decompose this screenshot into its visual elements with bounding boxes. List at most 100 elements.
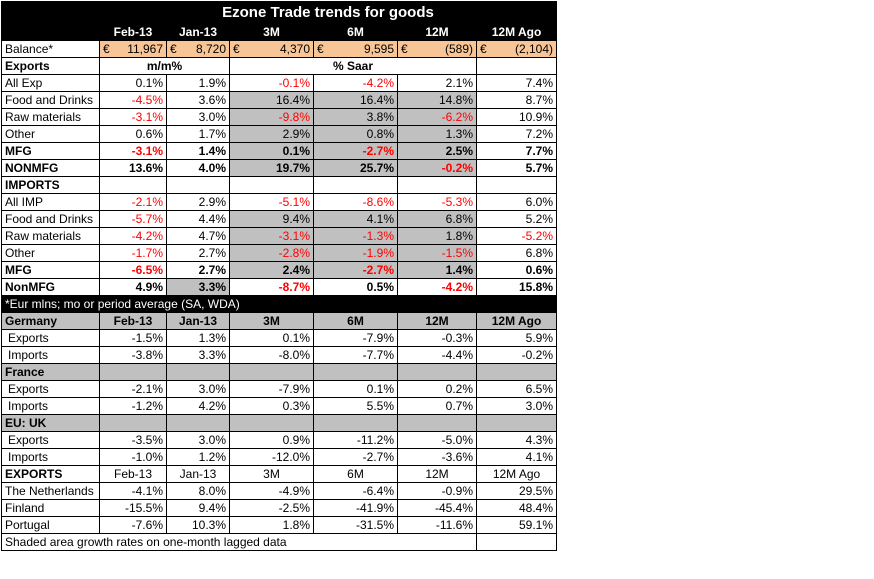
blank-cell [397, 176, 477, 194]
row-value: -3.5% [99, 431, 167, 449]
row-value: 4.1% [476, 448, 557, 466]
row-value: -0.3% [397, 329, 477, 347]
col-header: 12M [397, 312, 477, 330]
col-header: 3M [229, 312, 314, 330]
row-value: -11.6% [397, 516, 477, 534]
row-value: -0.2% [476, 346, 557, 364]
blank-cell [397, 414, 477, 432]
row-value: -4.5% [99, 91, 167, 109]
row-value: 5.2% [476, 210, 557, 228]
row-value: 3.8% [313, 108, 398, 126]
country-name: EU: UK [1, 414, 100, 432]
row-value: 0.7% [397, 397, 477, 415]
balance-value: €9,595 [313, 40, 398, 58]
blank-cell [99, 176, 167, 194]
col-header: 6M [313, 465, 398, 483]
row-value: -15.5% [99, 499, 167, 517]
row-value: -1.2% [99, 397, 167, 415]
row-value: -5.7% [99, 210, 167, 228]
row-value: 4.1% [313, 210, 398, 228]
row-label: Food and Drinks [1, 210, 100, 228]
row-value: -1.9% [313, 244, 398, 262]
blank-cell [476, 176, 557, 194]
row-label: Exports [1, 431, 100, 449]
row-label: Imports [1, 346, 100, 364]
row-value: 9.4% [229, 210, 314, 228]
row-value: 3.3% [166, 346, 230, 364]
row-value: 25.7% [313, 159, 398, 177]
row-value: -4.4% [397, 346, 477, 364]
row-value: 3.0% [166, 108, 230, 126]
row-value: 2.7% [166, 261, 230, 279]
row-value: -6.4% [313, 482, 398, 500]
blank-cell [166, 176, 230, 194]
row-value: -2.7% [313, 261, 398, 279]
balance-value: € (2,104) [476, 40, 557, 58]
blank-cell [313, 363, 398, 381]
row-value: -8.0% [229, 346, 314, 364]
balance-amount: (2,104) [514, 41, 553, 56]
row-label: Other [1, 125, 100, 143]
row-value: 14.8% [397, 91, 477, 109]
col-header: Feb-13 [99, 23, 167, 41]
row-label: MFG [1, 142, 100, 160]
row-value: -5.0% [397, 431, 477, 449]
col-header: Feb-13 [99, 465, 167, 483]
row-label: MFG [1, 261, 100, 279]
row-value: 0.2% [397, 380, 477, 398]
row-value: -6.2% [397, 108, 477, 126]
row-value: 6.5% [476, 380, 557, 398]
col-header: 12M Ago [476, 23, 557, 41]
row-label: The Netherlands [1, 482, 100, 500]
col-header: Jan-13 [166, 465, 230, 483]
row-value: 1.3% [166, 329, 230, 347]
row-value: -0.1% [229, 74, 314, 92]
blank-cell [476, 414, 557, 432]
row-value: 16.4% [313, 91, 398, 109]
header-blank [1, 23, 100, 41]
row-value: -1.3% [313, 227, 398, 245]
row-value: -4.9% [229, 482, 314, 500]
row-value: 0.6% [476, 261, 557, 279]
row-value: -3.1% [99, 142, 167, 160]
row-value: 6.0% [476, 193, 557, 211]
country-name: France [1, 363, 100, 381]
row-label: Imports [1, 448, 100, 466]
row-value: 0.9% [229, 431, 314, 449]
row-label: All IMP [1, 193, 100, 211]
row-value: -9.8% [229, 108, 314, 126]
trade-table: Ezone Trade trends for goods Feb-13 Jan-13… [1, 1, 557, 551]
balance-amount: (589) [444, 41, 473, 56]
row-value: 7.4% [476, 74, 557, 92]
row-value: 0.1% [313, 380, 398, 398]
blank-cell [229, 176, 314, 194]
blank-cell [476, 57, 557, 75]
row-value: 3.6% [166, 91, 230, 109]
row-label: Raw materials [1, 227, 100, 245]
row-value: -7.7% [313, 346, 398, 364]
row-label: Imports [1, 397, 100, 415]
row-value: 1.8% [397, 227, 477, 245]
row-value: -2.1% [99, 193, 167, 211]
col-header: Jan-13 [166, 23, 230, 41]
row-value: 0.6% [99, 125, 167, 143]
row-value: -12.0% [229, 448, 314, 466]
row-value: 8.0% [166, 482, 230, 500]
col-header: 3M [229, 23, 314, 41]
row-label: Finland [1, 499, 100, 517]
row-value: 3.0% [476, 397, 557, 415]
blank-cell [166, 414, 230, 432]
row-label: Food and Drinks [1, 91, 100, 109]
row-value: -45.4% [397, 499, 477, 517]
row-value: 13.6% [99, 159, 167, 177]
blank-cell [313, 414, 398, 432]
row-value: 1.9% [166, 74, 230, 92]
row-value: -3.1% [99, 108, 167, 126]
row-value: 1.7% [166, 125, 230, 143]
row-value: -11.2% [313, 431, 398, 449]
row-value: -3.8% [99, 346, 167, 364]
row-value: -5.3% [397, 193, 477, 211]
row-value: 4.2% [166, 397, 230, 415]
blank-cell [99, 414, 167, 432]
balance-value: € (589) [397, 40, 477, 58]
